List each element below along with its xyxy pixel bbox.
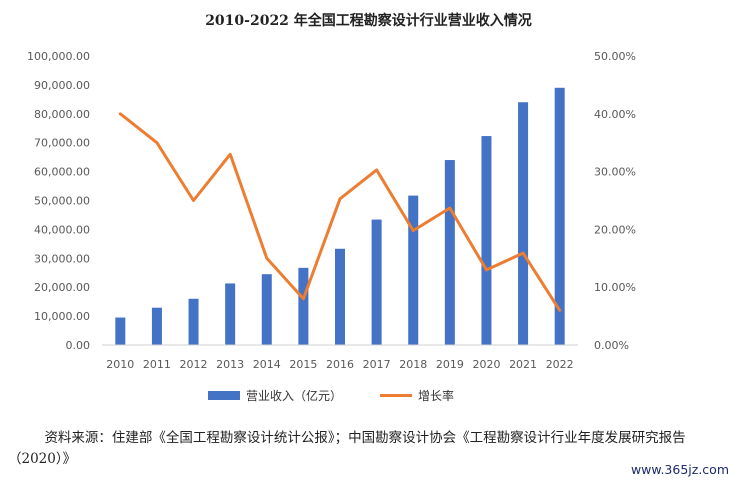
x-axis-ticks: 2010 2011 2012 2013 2014 2015 2016 2017 2018 2019…	[106, 358, 573, 371]
left-tick-label: 60,000.00	[34, 166, 90, 179]
revenue-bar	[335, 248, 345, 345]
x-tick-label: 2013	[216, 358, 244, 371]
left-tick-label: 70,000.00	[34, 137, 90, 150]
legend-bar-swatch	[208, 391, 240, 400]
right-axis-ticks: 0.00% 10.00% 20.00% 30.00% 40.00% 50.00%	[594, 50, 636, 352]
right-tick-label: 50.00%	[594, 50, 636, 63]
x-tick-label: 2010	[106, 358, 134, 371]
x-tick-label: 2021	[509, 358, 537, 371]
left-tick-label: 80,000.00	[34, 108, 90, 121]
growth-rate-polyline	[118, 112, 562, 312]
revenue-bars	[115, 87, 565, 346]
revenue-bar	[298, 267, 309, 345]
growth-rate-line	[118, 112, 562, 312]
x-tick-label: 2015	[289, 358, 317, 371]
left-tick-label: 100,000.00	[27, 50, 90, 63]
revenue-bar	[151, 307, 162, 345]
combo-chart: 0.00 10,000.00 20,000.00 30,000.00 40,000.00…	[27, 50, 636, 403]
revenue-bar	[115, 317, 126, 345]
revenue-bar	[518, 102, 529, 346]
right-tick-label: 0.00%	[594, 339, 629, 352]
revenue-bar	[225, 283, 236, 345]
revenue-bar	[261, 274, 272, 345]
chart-title: 2010-2022 年全国工程勘察设计行业营业收入情况	[205, 13, 532, 29]
x-tick-label: 2018	[399, 358, 427, 371]
revenue-bar	[554, 87, 565, 345]
x-tick-label: 2016	[326, 358, 354, 371]
left-tick-label: 50,000.00	[34, 195, 90, 208]
x-tick-label: 2012	[180, 358, 208, 371]
left-tick-label: 20,000.00	[34, 281, 90, 294]
revenue-bar	[481, 136, 492, 345]
source-note: 资料来源：住建部《全国工程勘察设计统计公报》；中国勘察设计协会《工程勘察设计行业…	[8, 430, 686, 467]
right-tick-label: 20.00%	[594, 223, 636, 236]
legend-line-label: 增长率	[418, 388, 454, 403]
x-tick-label: 2017	[363, 358, 391, 371]
x-tick-label: 2019	[436, 358, 464, 371]
revenue-bar	[188, 298, 199, 345]
revenue-bar	[408, 195, 419, 345]
left-tick-label: 10,000.00	[34, 310, 90, 323]
left-tick-label: 30,000.00	[34, 252, 90, 265]
x-tick-label: 2011	[143, 358, 171, 371]
right-tick-label: 40.00%	[594, 108, 636, 121]
revenue-bar	[444, 160, 455, 345]
watermark: www.365jz.com	[630, 462, 729, 477]
left-tick-label: 40,000.00	[34, 223, 90, 236]
x-tick-label: 2014	[253, 358, 281, 371]
x-tick-label: 2020	[472, 358, 500, 371]
x-tick-label: 2022	[546, 358, 574, 371]
legend: 营业收入（亿元） 增长率	[208, 388, 454, 403]
right-tick-label: 30.00%	[594, 166, 636, 179]
legend-bar-label: 营业收入（亿元）	[246, 388, 342, 403]
left-tick-label: 0.00	[66, 339, 91, 352]
revenue-bar	[371, 219, 382, 345]
left-axis-ticks: 0.00 10,000.00 20,000.00 30,000.00 40,000.00…	[27, 50, 90, 352]
left-tick-label: 90,000.00	[34, 79, 90, 92]
right-tick-label: 10.00%	[594, 281, 636, 294]
